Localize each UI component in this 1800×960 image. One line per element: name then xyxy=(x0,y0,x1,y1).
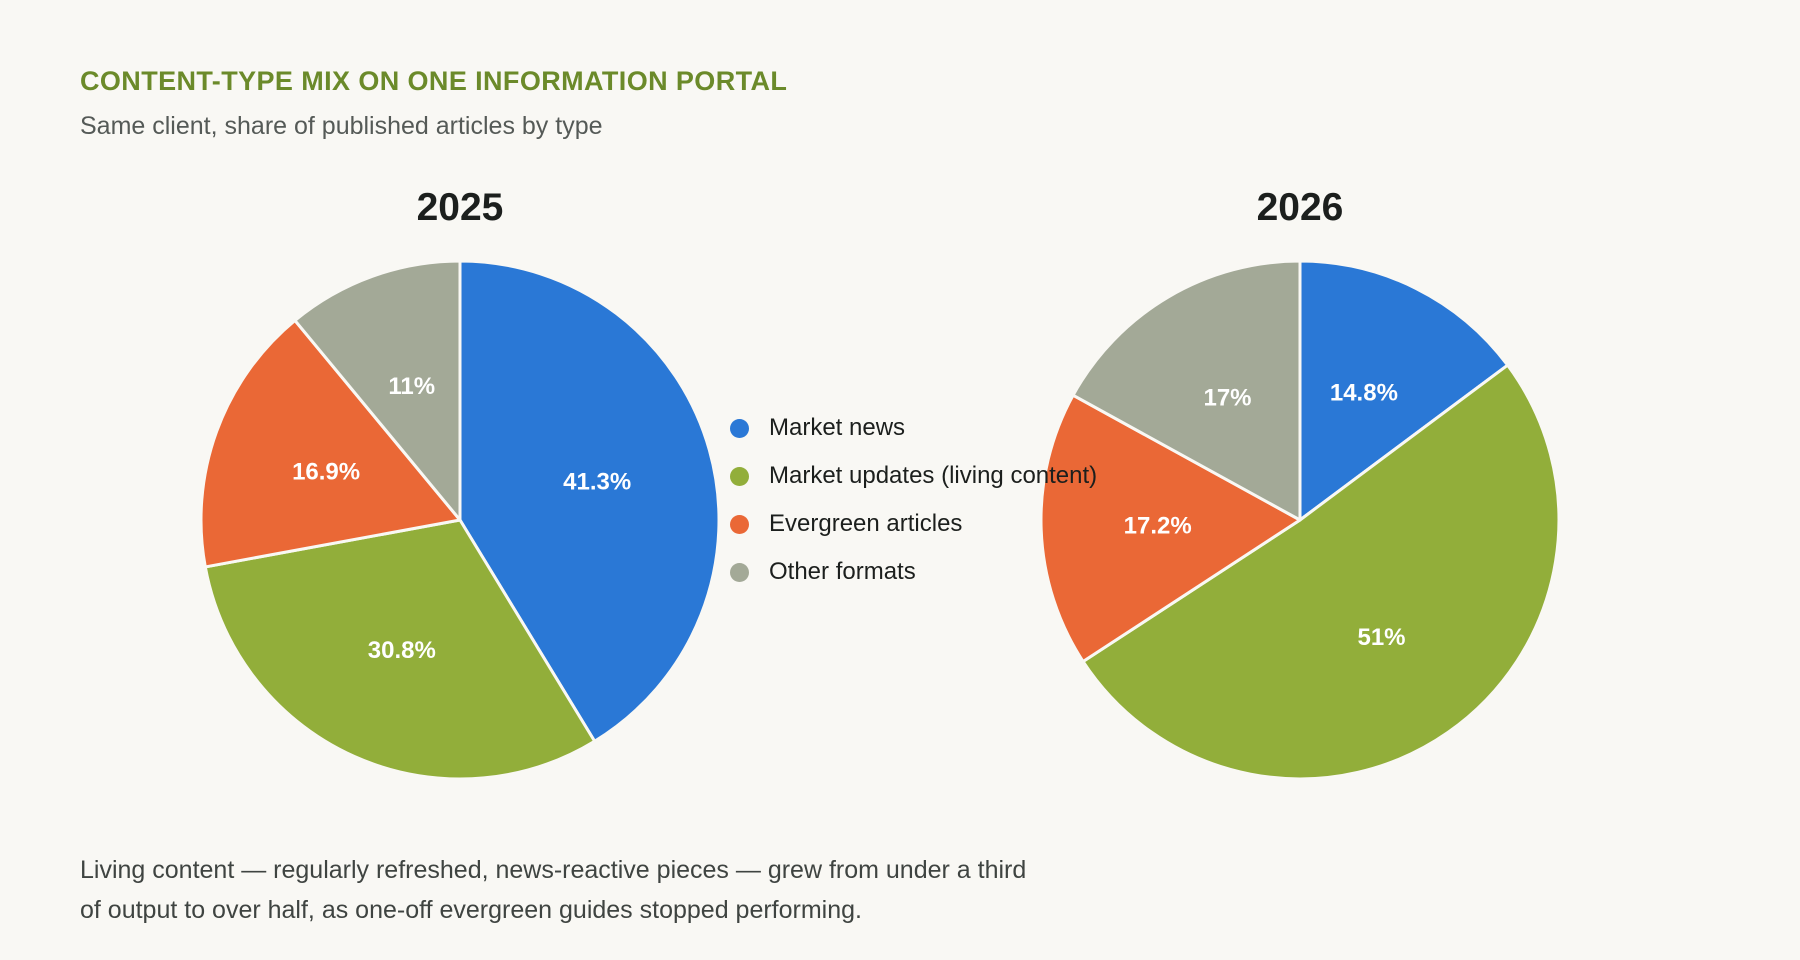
legend-swatch xyxy=(730,562,749,582)
pie-2026: 2026 14.8% 51% 17.2% 17% xyxy=(1039,186,1561,781)
pie-slice-market-news xyxy=(1298,259,1510,522)
legend-item: Evergreen articles xyxy=(730,500,1097,548)
slice-data-label: 14.8% xyxy=(1330,380,1398,407)
slice-data-label: 41.3% xyxy=(563,469,631,496)
legend-swatch xyxy=(730,418,749,438)
legend-label: Other formats xyxy=(769,558,916,585)
slice-data-label: 11% xyxy=(388,373,435,400)
pie-title: 2026 xyxy=(1257,186,1344,229)
legend-label: Market news xyxy=(769,414,906,441)
legend: Market news Market updates (living conten… xyxy=(730,404,1097,596)
pie-title: 2025 xyxy=(417,186,504,229)
pie-slice-evergreen-articles xyxy=(199,318,462,569)
legend-item: Market updates (living content) xyxy=(730,452,1097,500)
legend-swatch xyxy=(730,514,749,534)
legend-swatch xyxy=(730,466,749,486)
slice-data-label: 30.8% xyxy=(368,637,436,664)
legend-item: Other formats xyxy=(730,548,1097,596)
legend-label: Evergreen articles xyxy=(769,510,963,537)
pie-2025: 2025 41.3% 30.8% 16.9% 11% xyxy=(199,186,721,781)
pie-slice-other-formats xyxy=(293,259,462,522)
slice-data-label: 16.9% xyxy=(292,458,360,485)
slice-data-label: 51% xyxy=(1357,624,1405,651)
footnote: Living content — regularly refreshed, ne… xyxy=(80,856,1027,924)
pie-slice-evergreen-articles xyxy=(1039,393,1302,664)
legend-label: Market updates (living content) xyxy=(769,462,1098,489)
slice-data-label: 17% xyxy=(1203,384,1251,411)
pie-slice-market-updates-living-content xyxy=(1081,363,1561,781)
legend-item: Market news xyxy=(730,404,1097,452)
slice-data-label: 17.2% xyxy=(1124,512,1192,539)
pie-slice-other-formats xyxy=(1071,259,1302,522)
chart-subtitle: Same client, share of published articles… xyxy=(80,112,603,140)
pie-slice-market-updates-living-content xyxy=(203,518,597,781)
pie-slice-market-news xyxy=(458,259,721,743)
chart-title: CONTENT-TYPE MIX ON ONE INFORMATION PORT… xyxy=(80,66,788,96)
